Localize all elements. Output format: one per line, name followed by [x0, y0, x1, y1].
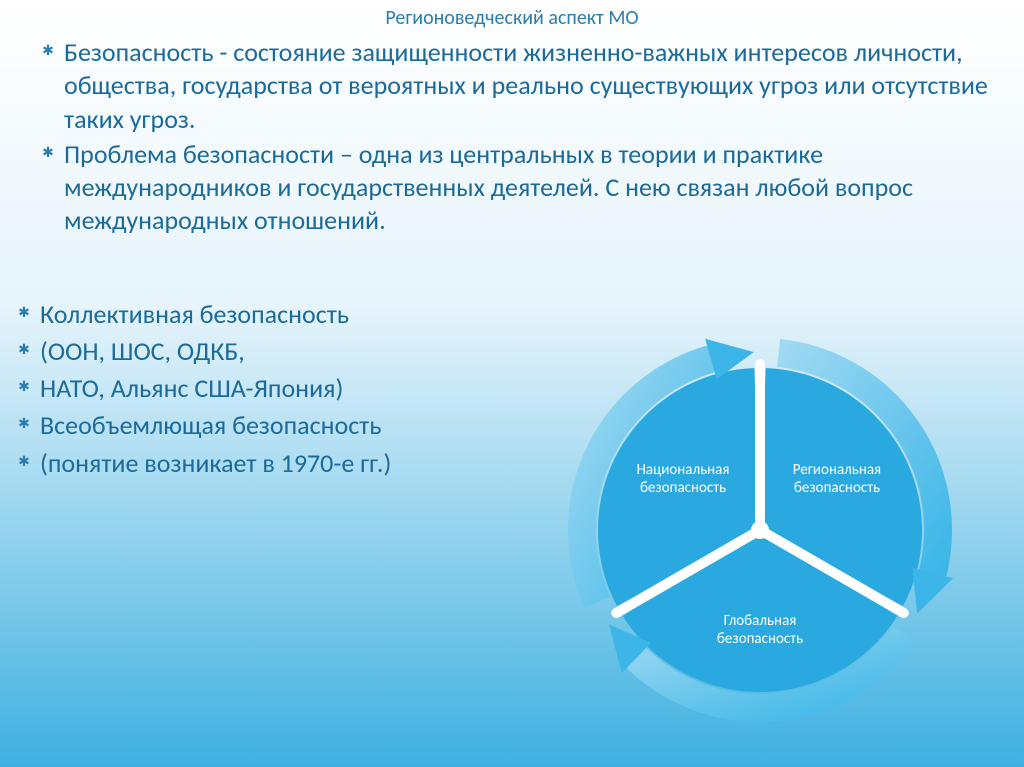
- list-item: ✱ (понятие возникает в 1970-е гг.): [16, 447, 496, 480]
- list-item: ✱ (ООН, ШОС, ОДКБ,: [16, 335, 496, 368]
- paragraph-row: ✱ Безопасность - состояние защищенности …: [40, 36, 996, 136]
- bullet-star-icon: ✱: [16, 378, 32, 395]
- list-text: Коллективная безопасность: [40, 298, 349, 331]
- paragraph-row: ✱ Проблема безопасности – одна из центра…: [40, 138, 996, 238]
- paragraph-text: Безопасность - состояние защищенности жи…: [64, 36, 996, 136]
- bullet-star-icon: ✱: [16, 304, 32, 321]
- main-paragraphs: ✱ Безопасность - состояние защищенности …: [0, 30, 1024, 238]
- title-text: Регионоведческий аспект МО: [385, 6, 638, 30]
- list-text: Всеобъемлющая безопасность: [40, 409, 381, 442]
- bullet-star-icon: ✱: [16, 341, 32, 358]
- list-item: ✱ Коллективная безопасность: [16, 298, 496, 331]
- paragraph-text: Проблема безопасности – одна из централь…: [64, 138, 996, 238]
- cycle-chart: Национальнаябезопасность Региональнаябезо…: [530, 310, 990, 750]
- svg-text:Глобальнаябезопасность: Глобальнаябезопасность: [717, 612, 803, 648]
- list-item: ✱ Всеобъемлющая безопасность: [16, 409, 496, 442]
- bullet-star-icon: ✱: [16, 453, 32, 470]
- list-text: (ООН, ШОС, ОДКБ,: [40, 335, 245, 368]
- bullet-star-icon: ✱: [40, 144, 56, 161]
- bullet-star-icon: ✱: [40, 42, 56, 59]
- list-text: (понятие возникает в 1970-е гг.): [40, 447, 391, 480]
- bullet-star-icon: ✱: [16, 415, 32, 432]
- cycle-svg: Национальнаябезопасность Региональнаябезо…: [530, 310, 990, 750]
- left-list: ✱ Коллективная безопасность ✱ (ООН, ШОС,…: [16, 278, 496, 484]
- page-title: Регионоведческий аспект МО: [0, 0, 1024, 30]
- list-text: НАТО, Альянс США-Япония): [40, 372, 343, 405]
- svg-text:Региональнаябезопасность: Региональнаябезопасность: [793, 461, 881, 497]
- svg-text:Национальнаябезопасность: Национальнаябезопасность: [637, 461, 730, 497]
- list-item: ✱ НАТО, Альянс США-Япония): [16, 372, 496, 405]
